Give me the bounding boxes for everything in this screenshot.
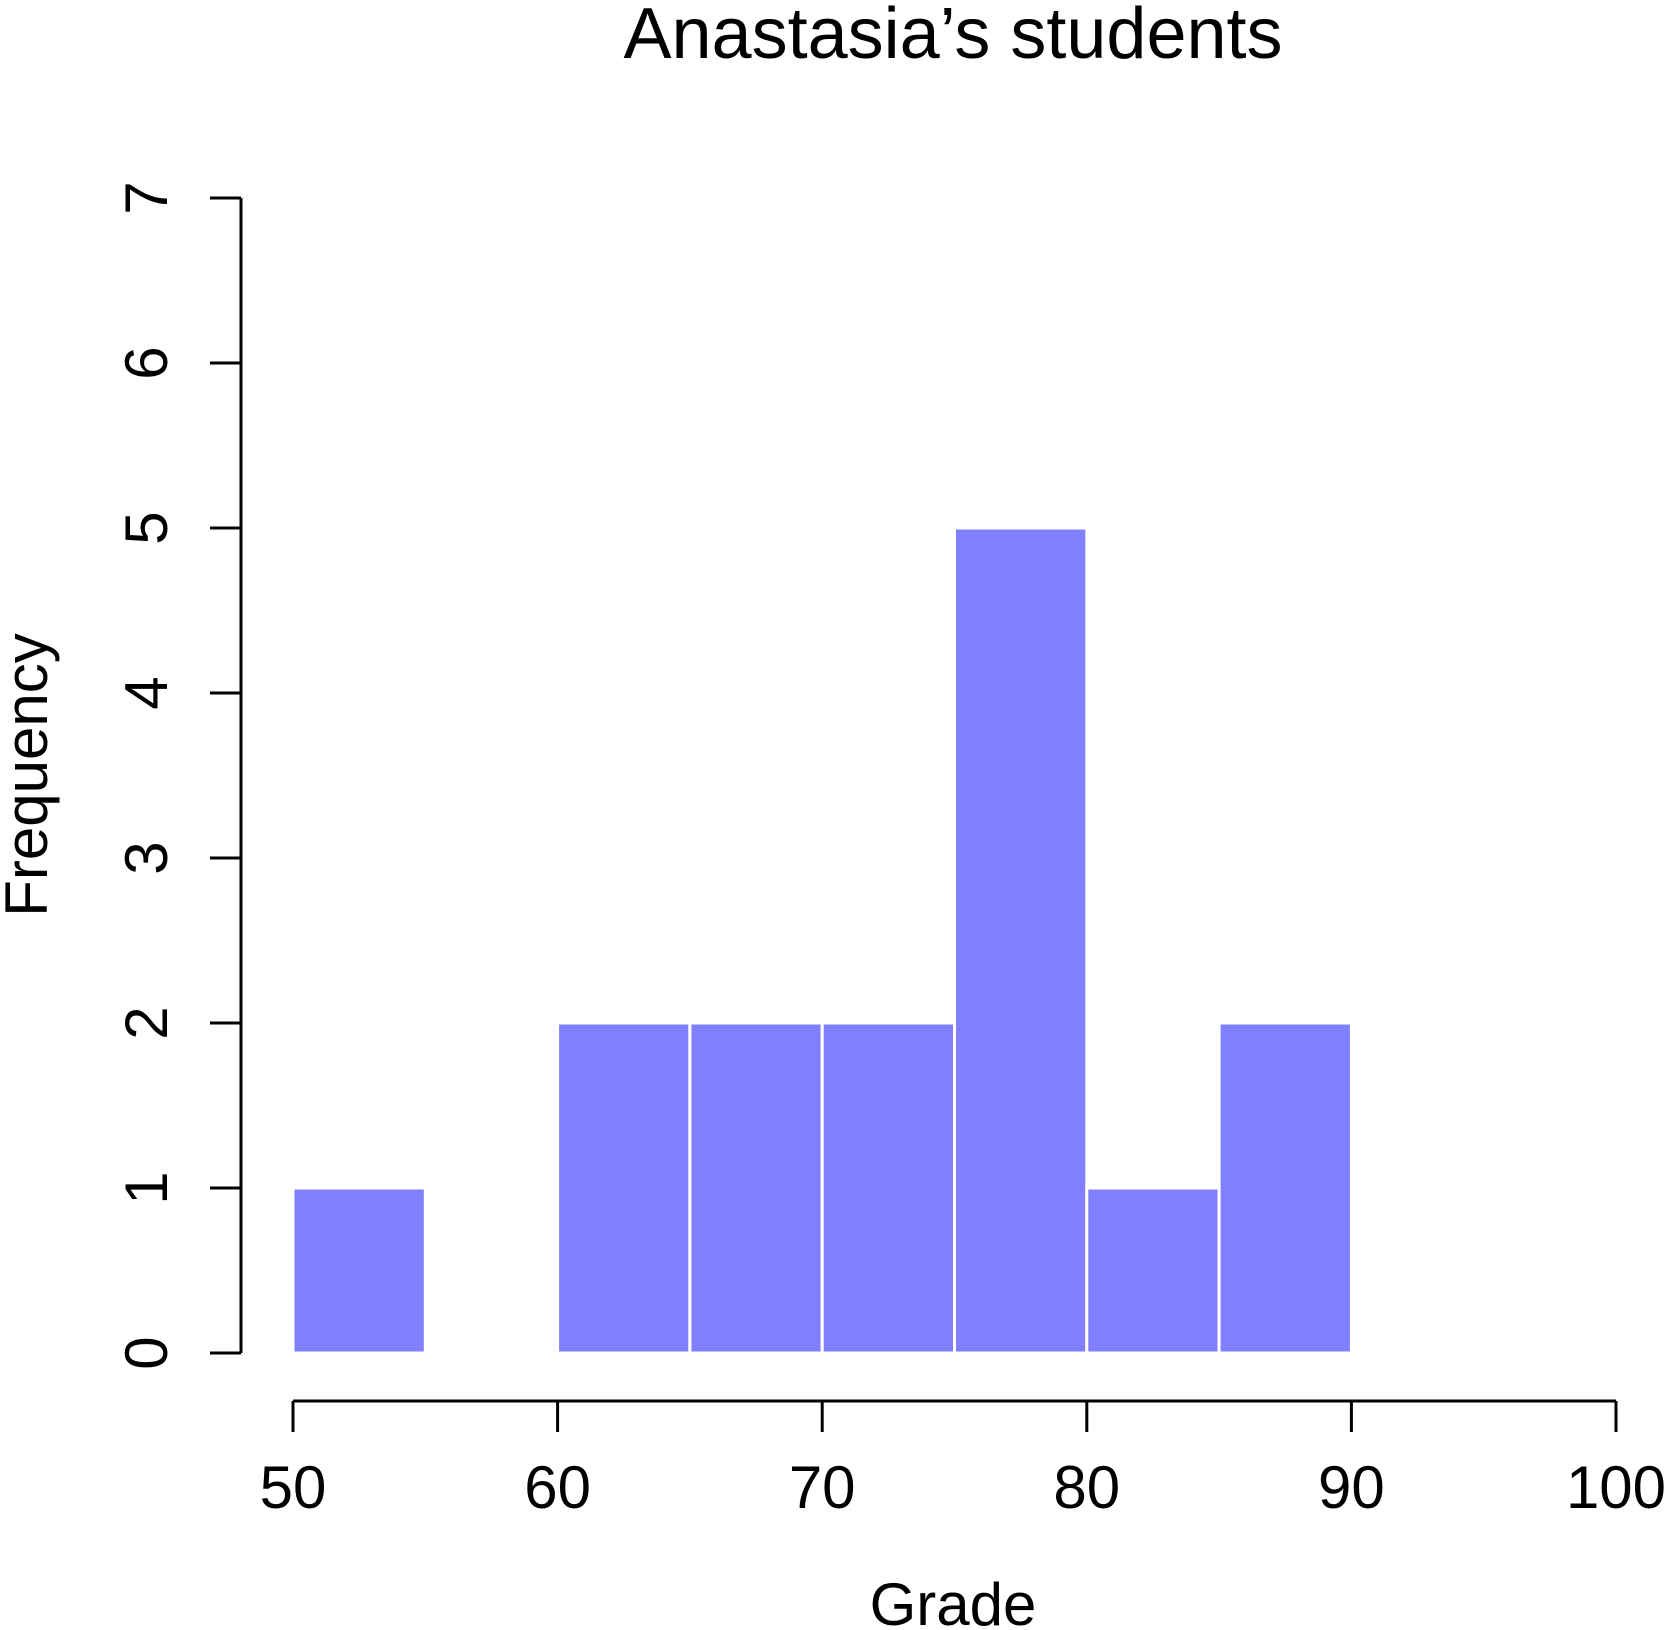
histogram-bar [556, 1021, 692, 1355]
y-axis: 0 1 2 3 4 5 6 7 [113, 181, 243, 1370]
histogram-bar [1085, 1186, 1221, 1355]
histogram-bar [820, 1021, 957, 1355]
y-tick-label: 2 [113, 1006, 180, 1039]
histogram-bar [953, 526, 1089, 1355]
histogram-bar [1217, 1021, 1353, 1355]
x-axis-title: Grade [870, 1571, 1037, 1630]
x-tick-label: 60 [524, 1454, 591, 1521]
x-tick-label: 100 [1566, 1454, 1666, 1521]
y-tick-label: 4 [113, 676, 180, 709]
y-tick-label: 6 [113, 346, 180, 379]
y-axis-title: Frequency [0, 633, 60, 916]
y-tick-label: 1 [113, 1171, 180, 1204]
histogram-bar [688, 1021, 824, 1355]
y-tick-label: 7 [113, 181, 180, 214]
y-tick-label: 0 [113, 1336, 180, 1369]
x-tick-label: 80 [1053, 1454, 1120, 1521]
histogram-bar [291, 1186, 427, 1355]
x-tick-label: 90 [1318, 1454, 1385, 1521]
y-tick-label: 3 [113, 841, 180, 874]
x-axis: 50 60 70 80 90 100 [260, 1399, 1666, 1521]
x-tick-label: 50 [260, 1454, 327, 1521]
x-tick-label: 70 [789, 1454, 856, 1521]
histogram-bars [291, 526, 1353, 1355]
y-tick-label: 5 [113, 511, 180, 544]
chart-title: Anastasia’s students [623, 0, 1282, 74]
